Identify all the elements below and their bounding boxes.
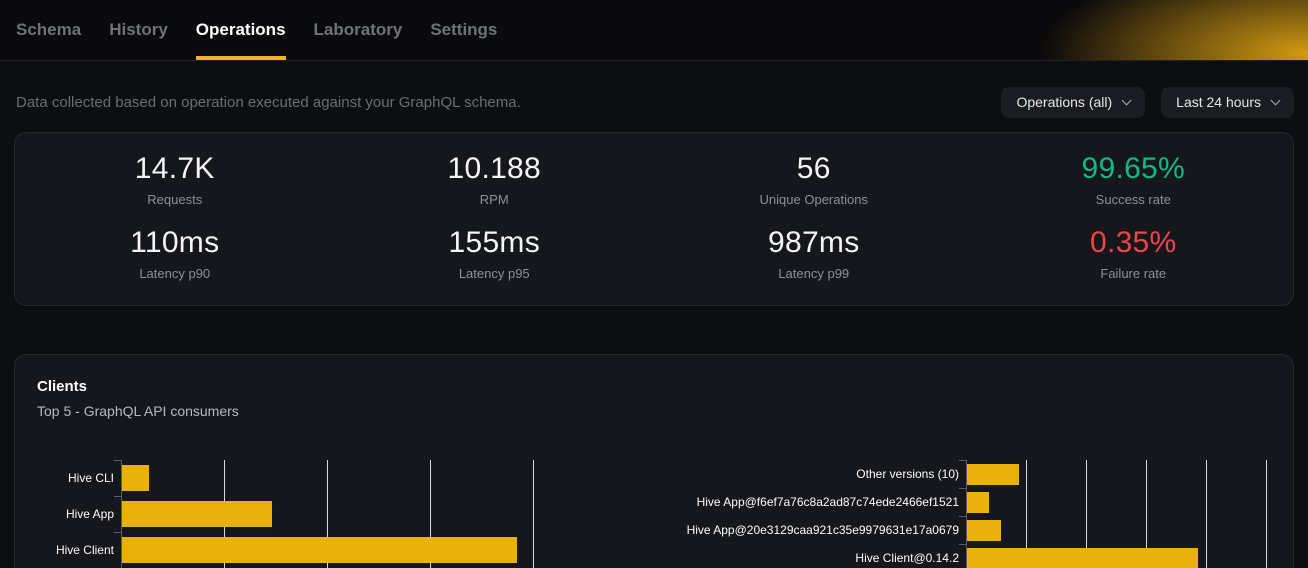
bar-row [959, 460, 1268, 488]
clients-by-version-chart: Other versions (10) Hive App@f6ef7a76c8a2… [635, 460, 1268, 568]
bar-row [959, 516, 1268, 544]
toolbar: Data collected based on operation execut… [0, 81, 1308, 123]
stat-label: Success rate [1095, 192, 1171, 207]
stat-latency-p99: 987ms Latency p99 [654, 225, 974, 281]
stat-failure-rate: 0.35% Failure rate [974, 225, 1294, 281]
category-label: Hive Client@0.14.2 [855, 551, 959, 565]
stat-label: Requests [147, 192, 203, 207]
clients-subtitle: Top 5 - GraphQL API consumers [37, 403, 239, 419]
stat-requests: 14.7K Requests [15, 151, 335, 207]
clients-title: Clients [37, 378, 88, 395]
bar-row [959, 544, 1268, 568]
stat-value: 0.35% [1089, 226, 1177, 259]
stat-value: 99.65% [1081, 152, 1186, 185]
bar-hive-app-20e3129caa921c35e9979631e17a067[interactable] [967, 520, 1001, 541]
stat-value: 56 [796, 152, 831, 185]
clients-card: Clients Top 5 - GraphQL API consumers Hi… [14, 354, 1294, 568]
stat-value: 110ms [130, 226, 220, 259]
tab-history[interactable]: History [109, 20, 168, 39]
page-description: Data collected based on operation execut… [16, 93, 521, 111]
stat-unique-operations: 56 Unique Operations [654, 151, 974, 207]
plot-area [959, 460, 1268, 568]
stat-latency-p95: 155ms Latency p95 [335, 225, 655, 281]
tab-laboratory[interactable]: Laboratory [313, 20, 403, 39]
dropdown-label: Last 24 hours [1176, 94, 1261, 110]
bar-hive-app-f6ef7a76c8a2ad87c74ede2466ef152[interactable] [967, 492, 989, 513]
bar-hive-client-0-14-2[interactable] [967, 548, 1199, 568]
stat-label: Unique Operations [759, 192, 868, 207]
bar-row [959, 488, 1268, 516]
category-label: Hive CLI [67, 471, 114, 485]
bar-other-versions-10-[interactable] [967, 464, 1019, 485]
dropdown-label: Operations (all) [1016, 94, 1113, 110]
bar-row [114, 460, 635, 496]
clients-by-name-chart: Hive CLI Hive App Hive Client [37, 460, 635, 568]
stat-value: 987ms [767, 226, 860, 259]
tab-operations[interactable]: Operations [195, 0, 286, 60]
stat-value: 155ms [448, 226, 541, 259]
bar-row [114, 496, 635, 532]
tab-bar: Schema History Operations Laboratory Setting… [0, 0, 1308, 60]
stat-value: 14.7K [134, 152, 215, 185]
bar-row [114, 532, 635, 568]
category-label: Hive App@20e3129caa921c35e9979631e17a067… [686, 523, 959, 537]
stat-value: 10.188 [447, 152, 542, 185]
chevron-down-icon [1270, 95, 1281, 105]
tab-schema[interactable]: Schema [16, 20, 82, 39]
operations-filter-dropdown[interactable]: Operations (all) [1001, 86, 1146, 118]
y-axis-labels: Hive CLI Hive App Hive Client [37, 460, 121, 568]
tab-settings[interactable]: Settings [430, 20, 498, 39]
stat-label: RPM [479, 192, 509, 207]
bar-hive-cli[interactable] [122, 465, 150, 491]
plot-area [114, 460, 635, 568]
top-nav-bar: Schema History Operations Laboratory Setting… [0, 0, 1308, 61]
bar-hive-client[interactable] [122, 537, 517, 563]
category-label: Other versions (10) [856, 467, 959, 481]
category-label: Hive Client [55, 543, 114, 557]
filter-group: Operations (all) Last 24 hours [1001, 86, 1294, 118]
stat-label: Latency p95 [458, 266, 530, 281]
bar-hive-app[interactable] [122, 501, 272, 527]
stat-latency-p90: 110ms Latency p90 [15, 225, 335, 281]
stat-label: Failure rate [1100, 266, 1167, 281]
stat-rpm: 10.188 RPM [335, 151, 655, 207]
stat-success-rate: 99.65% Success rate [974, 151, 1294, 207]
time-range-dropdown[interactable]: Last 24 hours [1161, 86, 1294, 118]
clients-charts: Hive CLI Hive App Hive Client Other versio… [37, 460, 1271, 568]
category-label: Hive App@f6ef7a76c8a2ad87c74ede2466ef152… [696, 495, 959, 509]
stat-label: Latency p90 [139, 266, 211, 281]
y-axis-labels: Other versions (10) Hive App@f6ef7a76c8a2… [635, 460, 966, 568]
category-label: Hive App [65, 507, 114, 521]
stat-label: Latency p99 [778, 266, 850, 281]
chevron-down-icon [1121, 95, 1132, 105]
stats-grid: 14.7K Requests 10.188 RPM 56 Unique Operation… [15, 151, 1293, 281]
stats-card: 14.7K Requests 10.188 RPM 56 Unique Operation… [14, 132, 1294, 306]
